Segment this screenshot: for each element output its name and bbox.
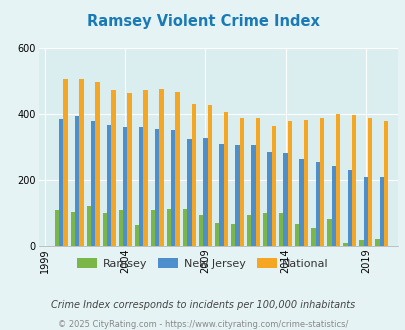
Bar xyxy=(118,210,123,246)
Bar xyxy=(374,239,379,246)
Bar xyxy=(363,177,367,246)
Text: © 2025 CityRating.com - https://www.cityrating.com/crime-statistics/: © 2025 CityRating.com - https://www.city… xyxy=(58,319,347,329)
Bar xyxy=(310,228,315,246)
Bar xyxy=(75,116,79,246)
Bar xyxy=(91,121,95,246)
Bar xyxy=(278,213,283,246)
Bar xyxy=(379,177,383,246)
Bar xyxy=(134,225,139,246)
Bar xyxy=(107,125,111,246)
Bar xyxy=(150,210,155,246)
Bar xyxy=(191,104,195,246)
Bar xyxy=(79,79,83,246)
Bar xyxy=(326,219,331,246)
Bar xyxy=(267,152,271,246)
Text: Ramsey Violent Crime Index: Ramsey Violent Crime Index xyxy=(86,14,319,29)
Bar xyxy=(127,93,131,246)
Bar xyxy=(294,224,299,246)
Bar xyxy=(223,112,227,246)
Bar xyxy=(367,118,371,246)
Bar xyxy=(111,90,115,246)
Bar xyxy=(171,130,175,246)
Bar xyxy=(70,212,75,246)
Bar xyxy=(187,139,191,246)
Bar xyxy=(59,119,63,246)
Bar xyxy=(203,138,207,246)
Bar xyxy=(246,214,251,246)
Bar xyxy=(123,127,127,246)
Bar xyxy=(86,206,91,246)
Bar xyxy=(331,166,335,246)
Bar xyxy=(383,121,387,246)
Bar xyxy=(219,144,223,246)
Bar xyxy=(155,129,159,246)
Bar xyxy=(299,159,303,246)
Text: Crime Index corresponds to incidents per 100,000 inhabitants: Crime Index corresponds to incidents per… xyxy=(51,300,354,310)
Bar xyxy=(251,145,255,246)
Bar xyxy=(159,89,163,246)
Bar xyxy=(335,114,339,246)
Bar xyxy=(63,79,67,246)
Bar xyxy=(255,118,259,246)
Bar xyxy=(207,105,211,246)
Bar xyxy=(342,243,347,246)
Bar xyxy=(182,209,187,246)
Bar xyxy=(303,120,307,246)
Bar xyxy=(175,92,179,246)
Bar xyxy=(143,90,147,246)
Bar xyxy=(358,240,363,246)
Bar xyxy=(54,210,59,246)
Bar xyxy=(347,170,351,246)
Bar xyxy=(166,209,171,246)
Bar xyxy=(239,118,243,246)
Bar xyxy=(235,145,239,246)
Bar xyxy=(319,118,323,246)
Bar xyxy=(283,153,287,246)
Bar xyxy=(271,126,275,246)
Bar xyxy=(287,121,291,246)
Bar xyxy=(214,223,219,246)
Bar xyxy=(198,214,203,246)
Bar xyxy=(95,82,99,246)
Legend: Ramsey, New Jersey, National: Ramsey, New Jersey, National xyxy=(72,254,333,273)
Bar xyxy=(262,213,267,246)
Bar xyxy=(230,224,235,246)
Bar xyxy=(351,115,355,246)
Bar xyxy=(139,127,143,246)
Bar xyxy=(102,213,107,246)
Bar xyxy=(315,162,319,246)
